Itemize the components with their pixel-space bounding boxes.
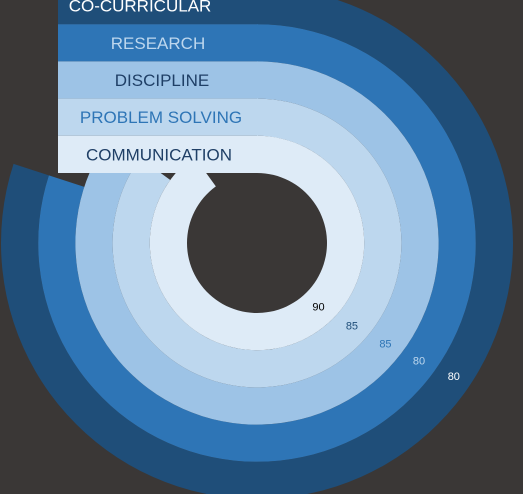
label-band-discipline xyxy=(58,61,258,99)
value-label-co-curricular: 80 xyxy=(448,371,460,383)
label-band-research xyxy=(58,24,258,62)
value-labels-layer: 80 80 85 85 90 xyxy=(312,302,460,383)
label-band-problem-solving xyxy=(58,98,258,136)
series-label-problem-solving: PROBLEM SOLVING xyxy=(80,108,242,127)
series-label-research: RESEARCH xyxy=(111,34,205,53)
series-labels-layer: CO-CURRICULAR RESEARCH DISCIPLINE PROBLEM S… xyxy=(69,0,242,164)
value-label-discipline: 85 xyxy=(379,338,391,350)
arcs-layer xyxy=(1,0,513,494)
series-label-co-curricular: CO-CURRICULAR xyxy=(69,0,212,16)
value-label-communication: 90 xyxy=(312,302,324,314)
value-label-problem-solving: 85 xyxy=(346,321,358,333)
arc-communication xyxy=(149,135,365,351)
value-label-research: 80 xyxy=(413,356,425,368)
label-band-co-curricular xyxy=(58,0,258,25)
series-label-communication: COMMUNICATION xyxy=(86,145,232,164)
label-band-communication xyxy=(58,135,258,173)
label-bands-layer xyxy=(58,0,258,173)
series-label-discipline: DISCIPLINE xyxy=(115,71,209,90)
